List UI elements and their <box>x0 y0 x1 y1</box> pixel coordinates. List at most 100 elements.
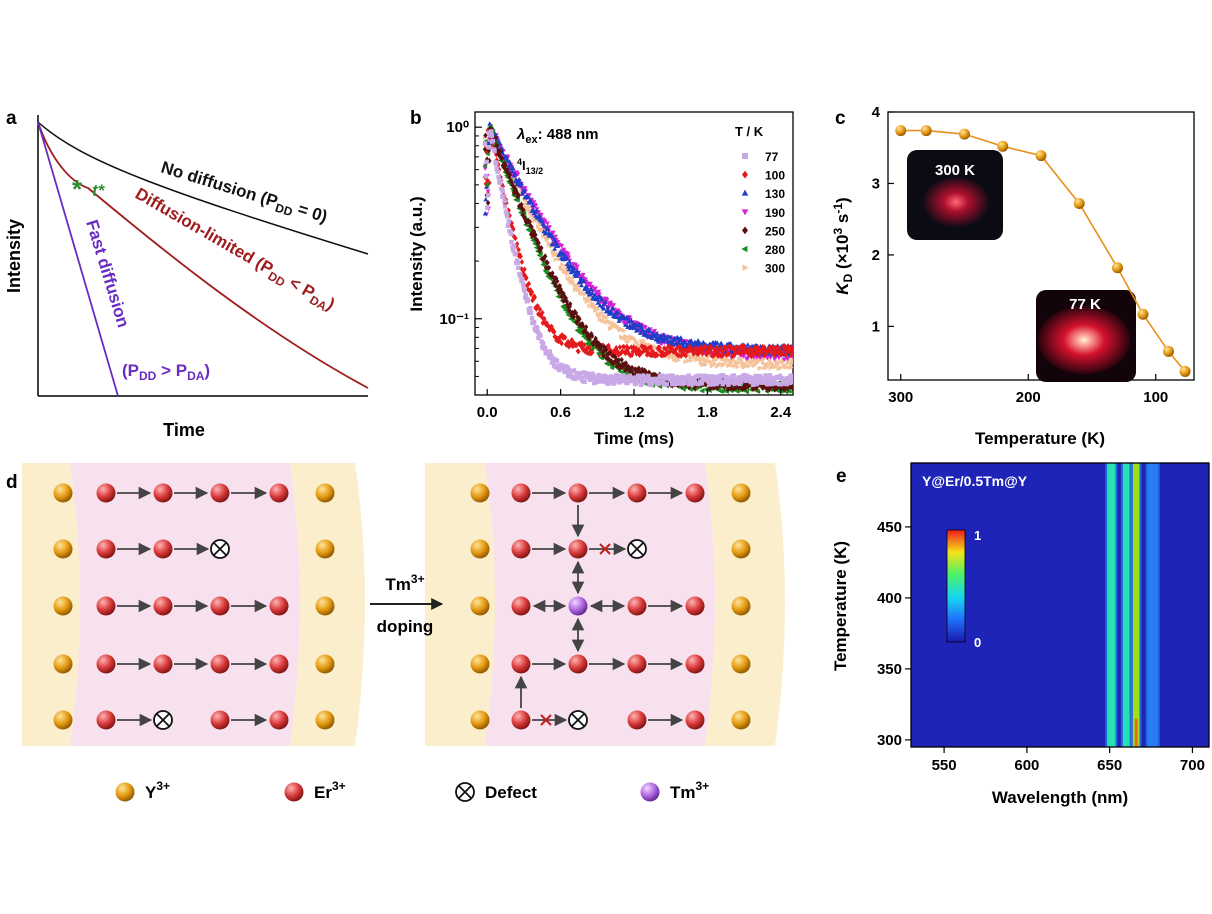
decay-point <box>786 365 791 370</box>
decay-point <box>582 342 587 348</box>
decay-point <box>616 318 622 323</box>
panel-b-plot-area <box>482 121 798 395</box>
defect-site <box>210 539 230 559</box>
blocked-transfer-mark <box>599 543 611 555</box>
decay-point <box>553 234 558 240</box>
decay-point <box>581 278 587 284</box>
er-ion <box>153 539 173 559</box>
decay-point <box>529 315 535 321</box>
y-ion <box>731 654 751 674</box>
decay-point <box>614 356 619 363</box>
decay-point <box>661 338 666 343</box>
decay-point <box>715 379 721 384</box>
decay-point <box>562 269 568 275</box>
decay-point <box>640 348 646 355</box>
decay-point <box>791 344 793 348</box>
decay-point <box>718 345 723 351</box>
decay-point <box>771 351 777 358</box>
y-ion <box>315 596 335 616</box>
decay-point <box>654 331 660 336</box>
decay-point <box>543 264 549 271</box>
decay-point <box>512 171 518 176</box>
panel-a: a Intensity Time * t* No diffusion (PDD … <box>4 108 369 440</box>
decay-point <box>686 373 691 378</box>
decay-point <box>610 353 616 359</box>
decay-point <box>761 360 766 366</box>
decay-point <box>585 331 591 338</box>
decay-point <box>775 362 781 368</box>
decay-point <box>580 321 585 327</box>
er-ion <box>511 596 531 616</box>
decay-point <box>509 179 514 185</box>
decay-point <box>532 294 537 301</box>
decay-point <box>637 330 643 335</box>
decay-point <box>780 350 785 357</box>
decay-point <box>559 340 564 347</box>
decay-point <box>535 326 540 331</box>
panel-d-lattice <box>53 483 751 730</box>
panel-b: b 0.0 0.6 1.2 1.8 2.4 10⁻¹ 10⁰ Intensity (a.u.… <box>407 108 798 448</box>
decay-point <box>695 351 701 357</box>
decay-point <box>544 226 550 232</box>
er-ion <box>96 654 116 674</box>
no-diffusion-curve <box>37 121 369 255</box>
c-ytick-label: 2 <box>872 247 880 264</box>
decay-point <box>785 385 791 392</box>
decay-point <box>773 349 778 356</box>
decay-point <box>571 314 576 321</box>
decay-point <box>792 366 793 372</box>
decay-point <box>562 293 567 300</box>
b-legend-marker <box>742 153 748 159</box>
decay-point <box>730 363 735 369</box>
decay-point <box>775 351 781 357</box>
decay-point <box>551 328 557 335</box>
decay-point <box>793 350 798 354</box>
c-xtick-label: 200 <box>1016 389 1041 406</box>
decay-point <box>739 385 744 391</box>
e-xtick-label: 700 <box>1180 757 1205 774</box>
decay-point <box>731 346 737 353</box>
decay-point <box>794 381 798 386</box>
legend-tm-ion-icon <box>640 782 660 802</box>
panel-b-xlabel: Time (ms) <box>594 429 674 448</box>
decay-point <box>790 385 793 392</box>
decay-point <box>579 340 584 346</box>
e-ytick-label: 400 <box>877 590 902 607</box>
c-xtick-label: 100 <box>1143 389 1168 406</box>
emission-hotspot <box>1134 718 1138 747</box>
c-ytick-label: 3 <box>872 175 880 192</box>
panel-c-data <box>895 125 1191 377</box>
panel-letter-d: d <box>6 472 18 493</box>
decay-point <box>508 231 514 237</box>
decay-point <box>764 386 770 393</box>
decay-point <box>561 298 566 304</box>
decay-point <box>754 384 759 390</box>
decay-point <box>519 181 525 186</box>
decay-point <box>540 341 546 346</box>
decay-point <box>792 349 793 350</box>
decay-point <box>511 183 516 190</box>
decay-point <box>566 343 572 350</box>
er-ion <box>568 539 588 559</box>
defect-site <box>627 539 647 559</box>
decay-point <box>605 304 611 310</box>
decay-point <box>666 343 672 350</box>
decay-point <box>503 162 508 169</box>
decay-point <box>691 350 696 357</box>
decay-point <box>508 162 514 168</box>
decay-point <box>593 286 598 291</box>
legend-tm-ion-label: Tm3+ <box>670 779 709 802</box>
decay-point <box>521 207 526 213</box>
decay-point <box>550 230 556 236</box>
e-ytick-label: 450 <box>877 519 902 536</box>
panel-b-ylabel: Intensity (a.u.) <box>407 196 426 311</box>
decay-point <box>510 182 515 188</box>
y-ion <box>470 710 490 730</box>
decay-point <box>623 322 628 327</box>
decay-point <box>494 142 500 149</box>
decay-point <box>758 365 764 371</box>
decay-point <box>729 385 734 392</box>
decay-point <box>776 355 782 361</box>
decay-point <box>745 356 751 361</box>
decay-point <box>740 346 745 352</box>
